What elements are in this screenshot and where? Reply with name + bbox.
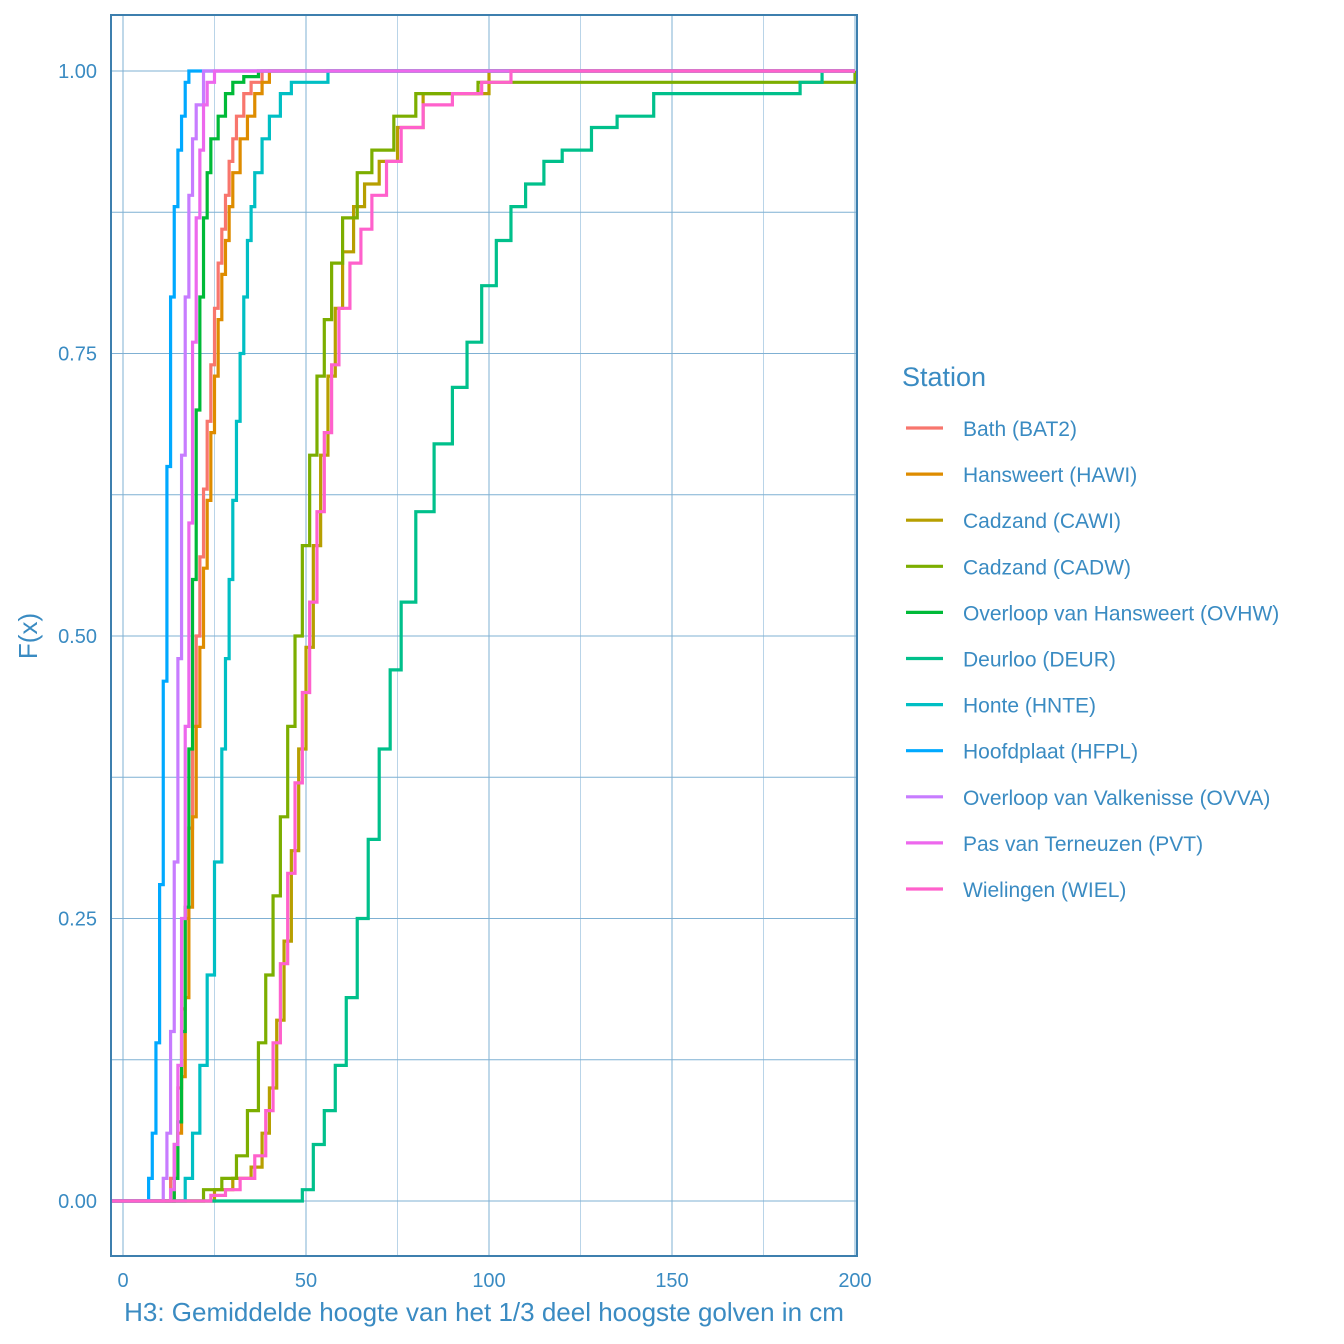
x-tick-label: 50 xyxy=(295,1270,317,1292)
legend-item: Hansweert (HAWI) xyxy=(906,464,1137,487)
legend-item: Wielingen (WIEL) xyxy=(906,879,1126,902)
legend-label: Pas van Terneuzen (PVT) xyxy=(963,833,1203,856)
y-tick-label: 0.25 xyxy=(58,909,97,931)
series-line xyxy=(112,69,855,1203)
legend-label: Bath (BAT2) xyxy=(963,418,1077,441)
x-tick-label: 200 xyxy=(838,1270,871,1292)
x-tick-label: 0 xyxy=(117,1270,128,1292)
y-tick-label: 1.00 xyxy=(58,61,97,83)
series-line xyxy=(112,69,855,1203)
legend-label: Wielingen (WIEL) xyxy=(963,879,1126,902)
legend-item: Overloop van Valkenisse (OVVA) xyxy=(906,787,1270,810)
series-line xyxy=(112,71,857,1203)
y-axis-tick-labels: 0.00 0.25 0.50 0.75 1.00 xyxy=(58,61,97,1213)
y-axis-title: F(x) xyxy=(13,613,43,659)
legend-label: Deurloo (DEUR) xyxy=(963,649,1116,672)
legend-title: Station xyxy=(902,362,986,392)
series-lines xyxy=(112,69,857,1203)
series-line xyxy=(112,69,855,1203)
y-tick-label: 0.00 xyxy=(58,1191,97,1213)
legend-item: Bath (BAT2) xyxy=(906,418,1077,441)
legend-label: Honte (HNTE) xyxy=(963,695,1096,718)
series-line xyxy=(112,69,855,1203)
series-line xyxy=(112,69,855,1203)
legend-label: Hansweert (HAWI) xyxy=(963,464,1137,487)
legend-items: Bath (BAT2) Hansweert (HAWI) Cadzand (CAWI… xyxy=(906,418,1279,902)
legend-label: Hoofdplaat (HFPL) xyxy=(963,741,1138,764)
legend-item: Honte (HNTE) xyxy=(906,695,1096,718)
legend-item: Pas van Terneuzen (PVT) xyxy=(906,833,1203,856)
legend: Station Bath (BAT2) Hansweert (HAWI) Cadza… xyxy=(902,362,1279,902)
series-line xyxy=(112,69,855,1203)
legend-item: Hoofdplaat (HFPL) xyxy=(906,741,1138,764)
legend-label: Overloop van Valkenisse (OVVA) xyxy=(963,787,1270,810)
plot-grid xyxy=(111,15,857,1256)
x-axis-title: H3: Gemiddelde hoogte van het 1/3 deel h… xyxy=(124,1297,844,1327)
plot-panel-border xyxy=(110,14,858,1257)
legend-item: Overloop van Hansweert (OVHW) xyxy=(906,602,1279,625)
x-axis-tick-labels: 0 50 100 150 200 xyxy=(117,1270,871,1292)
series-line xyxy=(112,69,855,1203)
y-tick-label: 0.75 xyxy=(58,344,97,366)
x-tick-label: 150 xyxy=(655,1270,688,1292)
legend-label: Cadzand (CADW) xyxy=(963,556,1131,579)
legend-item: Cadzand (CAWI) xyxy=(906,510,1121,533)
y-tick-label: 0.50 xyxy=(58,626,97,648)
series-line xyxy=(112,69,855,1203)
legend-label: Cadzand (CAWI) xyxy=(963,510,1121,533)
legend-label: Overloop van Hansweert (OVHW) xyxy=(963,602,1279,625)
legend-item: Deurloo (DEUR) xyxy=(906,649,1116,672)
legend-item: Cadzand (CADW) xyxy=(906,556,1131,579)
x-tick-label: 100 xyxy=(472,1270,505,1292)
